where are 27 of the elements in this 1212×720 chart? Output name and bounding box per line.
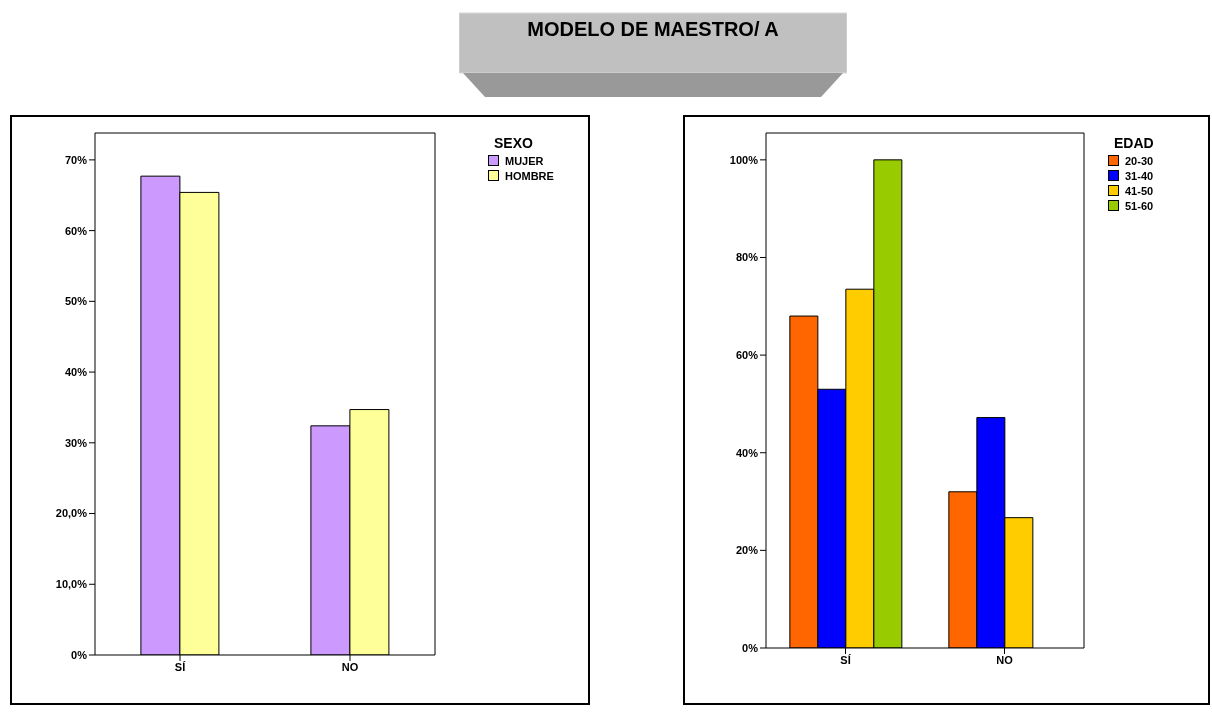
legend-label: 51-60 [1125,199,1154,212]
y-tick-label: 100% [729,153,759,166]
y-tick-label: 60% [64,224,88,237]
x-tick-label: NO [996,653,1014,666]
y-tick-label: 50% [64,295,88,308]
legend-label: 41-50 [1125,184,1154,197]
y-tick-label: 30% [64,436,88,449]
y-tick-label: 40% [64,365,88,378]
legend-label: MUJER [505,154,544,167]
y-tick-label: 0% [71,648,88,661]
x-tick-label: SÍ [840,653,852,666]
y-tick-label: 40% [735,446,759,459]
legend-title: EDAD [1113,135,1155,151]
chart-title: MODELO DE MAESTRO/ A [526,18,780,41]
legend-title: SEXO [493,135,534,151]
y-tick-label: 70% [64,153,88,166]
y-tick-label: 80% [735,251,759,264]
x-tick-label: NO [341,660,359,673]
y-tick-label: 10,0% [55,578,88,591]
legend-label: 20-30 [1125,154,1154,167]
x-tick-label: SÍ [174,660,187,673]
y-tick-label: 60% [735,349,759,362]
legend-label: 31-40 [1125,169,1154,182]
legend-label: HOMBRE [505,169,554,182]
y-tick-label: 20% [735,544,759,557]
y-tick-label: 20,0% [55,507,88,520]
y-tick-label: 0% [742,641,759,654]
